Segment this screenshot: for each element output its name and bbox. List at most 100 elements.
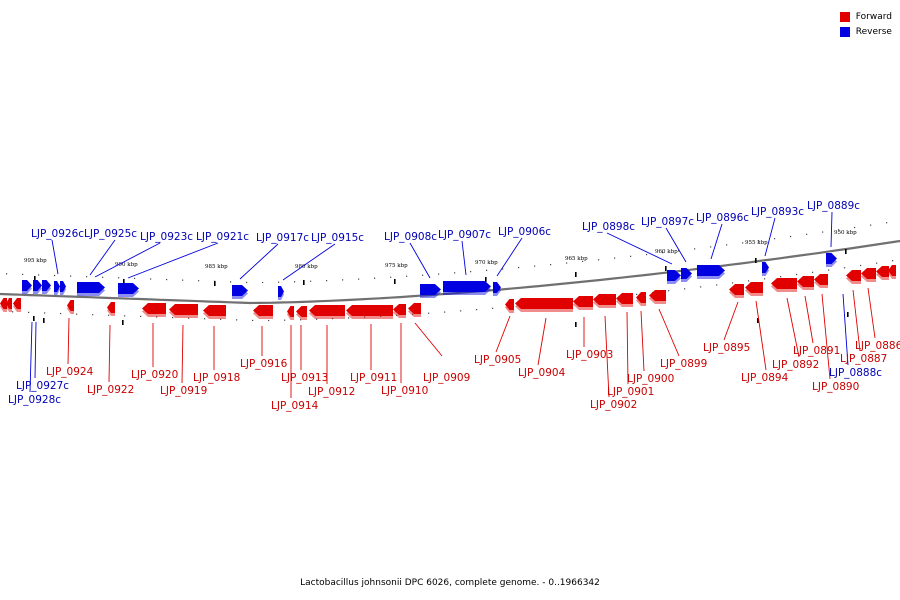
scale-dot [230, 281, 232, 283]
gene-leader-line [29, 321, 33, 393]
scale-dot [758, 240, 760, 242]
forward-gene-arrow [636, 292, 646, 306]
gene-label-reverse: LJP_0889c [807, 200, 860, 212]
reverse-gene-arrow-body [60, 281, 66, 292]
gene-leader-line [282, 243, 336, 281]
scale-dot [204, 318, 206, 320]
scale-dot [454, 272, 456, 274]
gene-leader-line [67, 317, 70, 365]
legend-reverse: Reverse [839, 24, 892, 39]
gene-label-forward: LJP_0909 [423, 372, 470, 384]
forward-gene-arrow [846, 270, 861, 284]
gene-label-forward: LJP_0919 [160, 385, 207, 397]
gene-label-forward: LJP_0887 [840, 353, 887, 365]
scale-dot [444, 311, 446, 313]
gene-label-forward: LJP_0886 [855, 340, 900, 352]
forward-gene-arrow-body [142, 303, 166, 314]
gene-label-reverse: LJP_0896c [696, 212, 749, 224]
gene-label-reverse: LJP_0888c [829, 367, 882, 379]
reverse-gene-arrow-body [681, 268, 692, 279]
gene-label-reverse: LJP_0921c [196, 231, 249, 243]
tick-mark [845, 249, 847, 254]
forward-gene-arrow-body [67, 300, 74, 311]
scale-dot [636, 293, 638, 295]
gene-label-forward: LJP_0892 [772, 359, 819, 371]
scale-dot [150, 278, 152, 280]
scale-dot [492, 307, 494, 309]
scale-dot [38, 274, 40, 276]
gene-label-forward: LJP_0911 [350, 372, 397, 384]
scale-dot [6, 273, 8, 275]
tick-mark [303, 280, 305, 285]
scale-dot [246, 281, 248, 284]
reverse-gene-arrow [681, 268, 692, 282]
scale-dot [396, 314, 398, 316]
forward-gene-arrow [142, 303, 166, 317]
forward-gene-arrow-body [0, 298, 7, 309]
forward-gene-arrow-body [13, 298, 21, 309]
gene-label-reverse: LJP_0917c [256, 232, 309, 244]
scale-dot [518, 266, 520, 269]
scale-dot [428, 312, 430, 314]
scale-dot [566, 262, 568, 264]
scale-dot [470, 271, 472, 273]
scale-dot [684, 288, 686, 290]
gene-leader-line [414, 322, 443, 357]
forward-gene-arrow-body [296, 306, 307, 317]
forward-gene-arrow [888, 265, 896, 279]
scale-dot [780, 276, 782, 278]
scale-dot [726, 244, 728, 246]
forward-gene-arrow-body [636, 292, 646, 303]
forward-gene-arrow-body [253, 305, 273, 316]
forward-gene-arrow-body [505, 299, 514, 310]
scale-dot [822, 231, 824, 233]
scale-dot [486, 269, 488, 271]
gene-leader-line [604, 315, 610, 398]
forward-gene-arrow-body [107, 302, 115, 313]
forward-gene-arrow [771, 278, 797, 292]
gene-label-forward: LJP_0916 [240, 358, 288, 370]
forward-gene-arrow [169, 304, 198, 318]
forward-gene-arrow-body [408, 303, 421, 314]
genome-caption: Lactobacillus johnsonii DPC 6026, comple… [300, 578, 600, 588]
reverse-gene-arrow-body [278, 286, 284, 297]
gene-leader-line [89, 239, 116, 276]
scale-dot [630, 255, 632, 257]
scale-dot [220, 318, 222, 320]
gene-label-forward: LJP_0912 [308, 386, 355, 398]
scale-dot [60, 312, 62, 315]
tick-mark [575, 322, 577, 327]
forward-gene-arrow-body [203, 305, 226, 316]
gene-label-reverse: LJP_0926c [31, 228, 84, 240]
scale-dot [694, 248, 696, 250]
scale-dot [28, 311, 30, 313]
reverse-gene-arrow [667, 270, 681, 284]
reverse-gene-arrow-body [443, 281, 491, 292]
tick-label: 960 kbp [655, 249, 678, 255]
forward-gene-arrow [408, 303, 421, 317]
scale-dot [348, 317, 350, 319]
gene-leader-line [461, 240, 467, 276]
scale-dot [716, 284, 718, 286]
gene-label-forward: LJP_0904 [518, 367, 566, 379]
gene-leader-line [867, 287, 876, 339]
scale-dot [172, 316, 174, 319]
gene-leader-line [108, 324, 111, 383]
scale-dot [460, 310, 462, 312]
scale-dot [502, 268, 504, 270]
gene-leader-line [830, 211, 833, 248]
scale-dot [22, 273, 24, 275]
reverse-gene-arrow-body [33, 280, 42, 291]
gene-leader-line [537, 317, 547, 366]
forward-gene-arrow [729, 284, 744, 298]
legend: Forward Reverse [839, 9, 892, 39]
scale-dot [342, 279, 344, 281]
scale-dot [812, 271, 814, 273]
gene-leader-line [764, 217, 776, 257]
scale-dot [86, 276, 88, 278]
gene-label-reverse: LJP_0907c [438, 229, 491, 241]
forward-gene-arrow [296, 306, 307, 320]
scale-dot [748, 280, 750, 282]
forward-gene-arrow [6, 298, 12, 312]
